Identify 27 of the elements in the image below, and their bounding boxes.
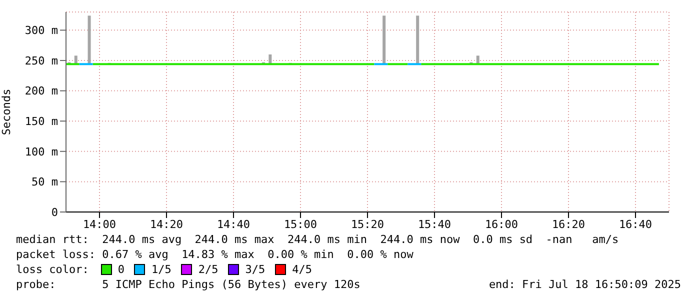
text: packet loss: 0.67 % avg 14.83 % max 0.00 % min 0.00 % now	[16, 247, 414, 262]
y-tick-label: 250 m	[24, 54, 58, 68]
x-tick-label: 16:20	[552, 218, 586, 231]
legend-label: 2/5	[197, 262, 218, 277]
x-tick-label: 15:40	[418, 218, 452, 231]
y-tick-label: 100 m	[24, 145, 58, 158]
x-tick-label: 15:00	[284, 218, 318, 231]
x-tick-label: 14:00	[82, 218, 116, 231]
legend-label: 0	[116, 262, 124, 277]
text: median rtt: 244.0 ms avg 244.0 ms max 244.0 ms min 244.0 ms now 0.0 ms sd -nan am/s	[16, 232, 620, 247]
y-tick-label: 50 m	[32, 176, 58, 189]
x-tick-label: 15:20	[350, 218, 384, 231]
x-tick-label: 16:00	[484, 218, 518, 231]
x-tick-label: 16:40	[618, 218, 652, 231]
x-tick-label: 14:20	[150, 218, 184, 231]
y-tick-label: 200 m	[24, 84, 58, 98]
y-axis-title: Seconds	[0, 88, 13, 136]
x-tick-label: 14:40	[216, 218, 250, 231]
legend-title: loss color:	[16, 262, 89, 277]
text: probe: 5 ICMP Echo Pings (56 Bytes) every 120s	[16, 277, 360, 292]
text: end: Fri Jul 18 16:50:09 2025	[488, 277, 681, 292]
y-tick-label: 0	[51, 206, 58, 219]
legend-label: 4/5	[291, 262, 312, 277]
y-tick-label: 150 m	[24, 114, 58, 128]
y-tick-label: 300 m	[24, 24, 58, 38]
legend-label: 1/5	[150, 262, 172, 277]
legend-label: 3/5	[244, 262, 266, 277]
